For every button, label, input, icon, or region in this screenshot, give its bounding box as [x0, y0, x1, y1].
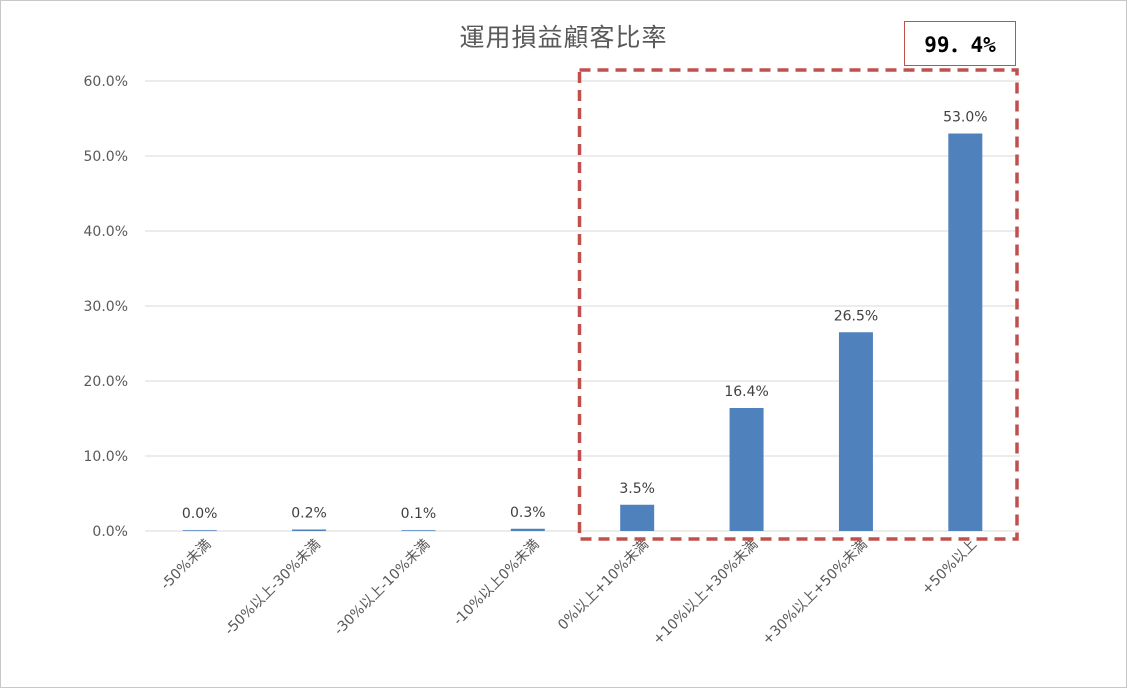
- bar: [620, 504, 655, 531]
- y-tick-label: 50.0%: [84, 149, 128, 165]
- x-tick-label: +30%以上+50%未満: [759, 537, 871, 649]
- highlight-total-badge: 99．4%: [904, 21, 1016, 66]
- data-label: 53.0%: [943, 110, 987, 126]
- chart-title: 運用損益顧客比率: [459, 23, 668, 52]
- data-label: 0.0%: [182, 506, 218, 522]
- y-tick-label: 0.0%: [92, 524, 128, 540]
- bar: [838, 332, 873, 531]
- bar: [510, 528, 545, 531]
- y-tick-label: 10.0%: [84, 449, 128, 465]
- data-label: 0.1%: [401, 506, 437, 522]
- highlight-dashed-box: [577, 68, 1019, 541]
- y-tick-label: 40.0%: [84, 224, 128, 240]
- y-tick-label: 30.0%: [84, 299, 128, 315]
- x-tick-label: +50%以上: [919, 537, 980, 598]
- x-tick-label: -50%以上-30%未満: [222, 537, 324, 639]
- x-tick-label: 0%以上+10%未満: [555, 537, 652, 634]
- x-tick-label: +10%以上+30%未満: [650, 537, 762, 649]
- y-tick-label: 60.0%: [84, 74, 128, 90]
- data-label: 3.5%: [619, 481, 655, 497]
- x-tick-label: -10%以上0%未満: [450, 537, 542, 629]
- y-tick-label: 20.0%: [84, 374, 128, 390]
- bar: [729, 408, 764, 531]
- x-tick-label: -30%以上-10%未満: [331, 537, 433, 639]
- x-tick-label: -50%未満: [158, 537, 215, 594]
- bar: [948, 133, 983, 531]
- bar: [292, 529, 327, 531]
- data-label: 16.4%: [724, 384, 768, 400]
- data-label: 26.5%: [834, 308, 878, 324]
- bar: [182, 530, 217, 531]
- data-label: 0.3%: [510, 505, 546, 521]
- bar: [401, 530, 436, 531]
- data-label: 0.2%: [291, 506, 327, 522]
